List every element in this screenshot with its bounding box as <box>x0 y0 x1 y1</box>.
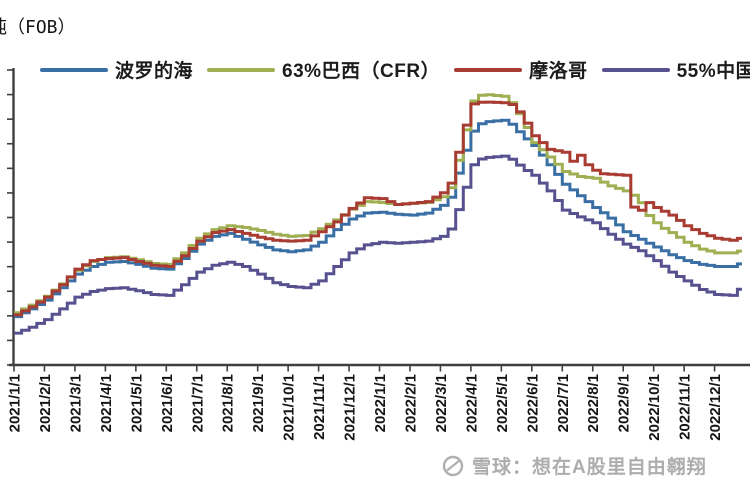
x-tick-label: 2021/5/1 <box>128 374 145 432</box>
x-tick-label: 2022/6/1 <box>524 374 541 432</box>
x-tick-label: 2022/10/1 <box>646 374 663 441</box>
legend-item-china: 55%中国 <box>601 56 750 83</box>
x-tick-label: 2021/10/1 <box>281 374 298 441</box>
watermark-text: 雪球：想在A股里自由翱翔 <box>472 457 707 478</box>
unit-label: 吨（FOB） <box>0 17 76 38</box>
x-tick-label: 2021/4/1 <box>98 374 115 432</box>
legend-label: 63%巴西（CFR） <box>282 61 441 82</box>
x-tick-label: 2022/4/1 <box>463 374 480 432</box>
x-tick-label: 2022/7/1 <box>555 374 572 432</box>
series-line-波罗的海 <box>14 118 742 319</box>
legend-swatch-brazil <box>207 67 276 72</box>
x-tick-label: 2022/1/1 <box>372 374 389 432</box>
x-tick-label: 2021/11/1 <box>311 374 328 440</box>
legend-item-brazil: 63%巴西（CFR） <box>207 56 440 83</box>
legend-label: 摩洛哥 <box>529 61 588 82</box>
x-tick-label: 2022/12/1 <box>707 374 724 441</box>
x-tick-label: 2021/7/1 <box>189 374 206 432</box>
x-tick-label: 2021/1/1 <box>7 374 24 432</box>
legend-label: 波罗的海 <box>115 61 194 82</box>
series-line-63%巴西（CFR） <box>14 93 742 315</box>
x-tick-label: 2021/6/1 <box>159 374 176 432</box>
legend-swatch-china <box>601 67 670 72</box>
x-tick-label: 2021/2/1 <box>37 374 54 432</box>
legend-item-morocco: 摩洛哥 <box>454 56 588 83</box>
snowball-logo-icon <box>442 455 464 476</box>
x-tick-label: 2022/2/1 <box>402 374 419 432</box>
legend-item-baltic: 波罗的海 <box>40 56 193 83</box>
series-line-55%中国 <box>14 154 742 335</box>
series-line-摩洛哥 <box>14 100 742 317</box>
x-tick-label: 2021/8/1 <box>220 374 237 432</box>
watermark: 雪球：想在A股里自由翱翔 <box>441 452 707 479</box>
x-tick-label: 2022/8/1 <box>585 374 602 432</box>
legend: 波罗的海 63%巴西（CFR） 摩洛哥 55%中国 <box>40 56 750 83</box>
x-tick-label: 2022/3/1 <box>433 374 450 432</box>
legend-swatch-morocco <box>454 67 523 72</box>
x-tick-label: 2022/9/1 <box>616 374 633 432</box>
x-tick-label: 2021/12/1 <box>342 374 359 441</box>
x-tick-label: 2021/9/1 <box>250 374 267 432</box>
legend-swatch-baltic <box>40 67 108 72</box>
legend-label: 55%中国 <box>676 61 750 82</box>
x-tick-label: 2022/5/1 <box>494 374 511 432</box>
x-tick-label: 2022/11/1 <box>677 374 694 440</box>
x-tick-label: 2021/3/1 <box>67 374 84 432</box>
